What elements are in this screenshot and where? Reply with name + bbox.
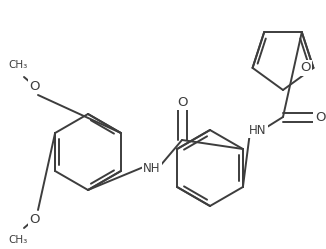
Text: NH: NH [143,162,161,175]
Text: O: O [30,79,40,92]
Text: O: O [30,212,40,226]
Text: O: O [315,111,325,124]
Text: O: O [177,96,187,109]
Text: HN: HN [249,124,267,136]
Text: O: O [300,62,311,74]
Text: CH₃: CH₃ [8,60,28,70]
Text: CH₃: CH₃ [8,235,28,245]
